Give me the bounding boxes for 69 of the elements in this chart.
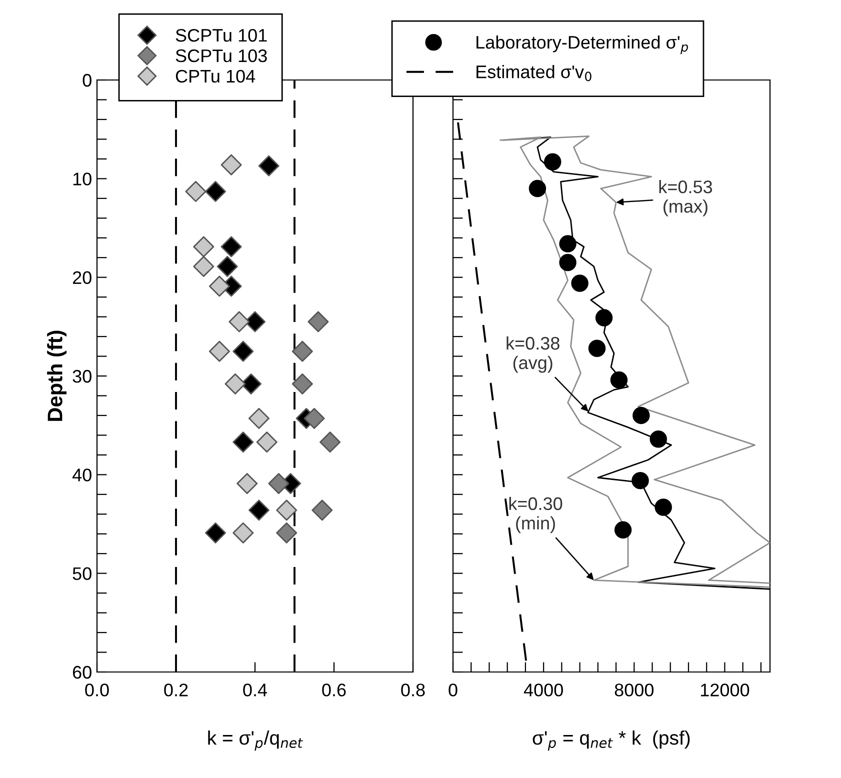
annotation: k=0.53 (max): [659, 180, 712, 216]
x-tick-label: 0.8: [401, 684, 425, 696]
point: [528, 180, 546, 198]
point: [276, 500, 298, 521]
point: [185, 180, 206, 202]
point: [654, 498, 672, 516]
point: [292, 340, 313, 362]
legend-label: CPTu 104: [176, 70, 256, 83]
y-tick-label: 40: [72, 468, 92, 482]
point: [614, 521, 632, 539]
point: [232, 432, 254, 453]
point: [208, 276, 230, 297]
legend-label: SCPTu 101: [176, 28, 267, 42]
point: [204, 522, 226, 544]
point: [610, 371, 628, 389]
point: [559, 254, 576, 272]
point: [312, 500, 333, 521]
point: [308, 311, 329, 332]
annotation: k=0.38 (avg): [506, 336, 560, 373]
point: [292, 373, 313, 394]
point: [559, 235, 576, 252]
legend-label: SCPTu 103: [176, 49, 267, 62]
x-axis-title: k = σ'$_{p}$/q$_{net}$: [208, 730, 303, 751]
y-tick-label: 50: [72, 567, 92, 580]
point: [304, 408, 325, 429]
point: [228, 311, 250, 332]
point: [193, 236, 214, 258]
point: [544, 153, 562, 171]
point: [571, 274, 588, 292]
point: [224, 373, 246, 394]
y-tick-label: 20: [72, 271, 92, 284]
y-tick-label: 10: [73, 172, 92, 186]
y-tick-label: 60: [72, 666, 92, 679]
x-tick-label: 0.0: [85, 684, 109, 696]
point: [232, 522, 254, 544]
point: [248, 500, 270, 521]
x-tick-label: 8000: [614, 684, 654, 696]
annotation: k=0.30 (min): [509, 496, 562, 534]
y-axis-title: Depth (ft): [47, 330, 66, 421]
legend-label: Laboratory-Determined σ'$_{p}$: [476, 35, 688, 54]
point: [193, 256, 214, 277]
point: [220, 154, 242, 176]
point: [232, 340, 254, 362]
point: [268, 473, 290, 494]
point: [220, 236, 242, 258]
point: [216, 256, 238, 277]
point: [588, 340, 606, 357]
point: [276, 522, 298, 544]
x-tick-label: 12000: [700, 684, 750, 696]
point: [236, 473, 258, 494]
x-tick-label: 0.4: [243, 684, 268, 696]
x-tick-label: 0.2: [164, 684, 188, 696]
point: [632, 472, 649, 490]
legend-label: Estimated σ'v$_{0}$: [476, 64, 592, 82]
x-tick-label: 4000: [524, 684, 563, 696]
point: [650, 430, 667, 448]
x-tick-label: 0: [448, 684, 458, 696]
point: [256, 432, 278, 453]
point: [204, 180, 226, 202]
point: [632, 406, 650, 424]
point: [258, 155, 280, 176]
point: [248, 408, 270, 429]
x-axis-title: σ'$_{p}$ = q$_{net}$ * k (psf): [532, 730, 690, 751]
y-tick-label: 30: [72, 370, 92, 383]
y-tick-label: 0: [82, 74, 92, 87]
x-tick-label: 0.6: [322, 684, 346, 696]
point: [208, 340, 230, 362]
point: [320, 432, 341, 453]
point: [595, 309, 613, 326]
